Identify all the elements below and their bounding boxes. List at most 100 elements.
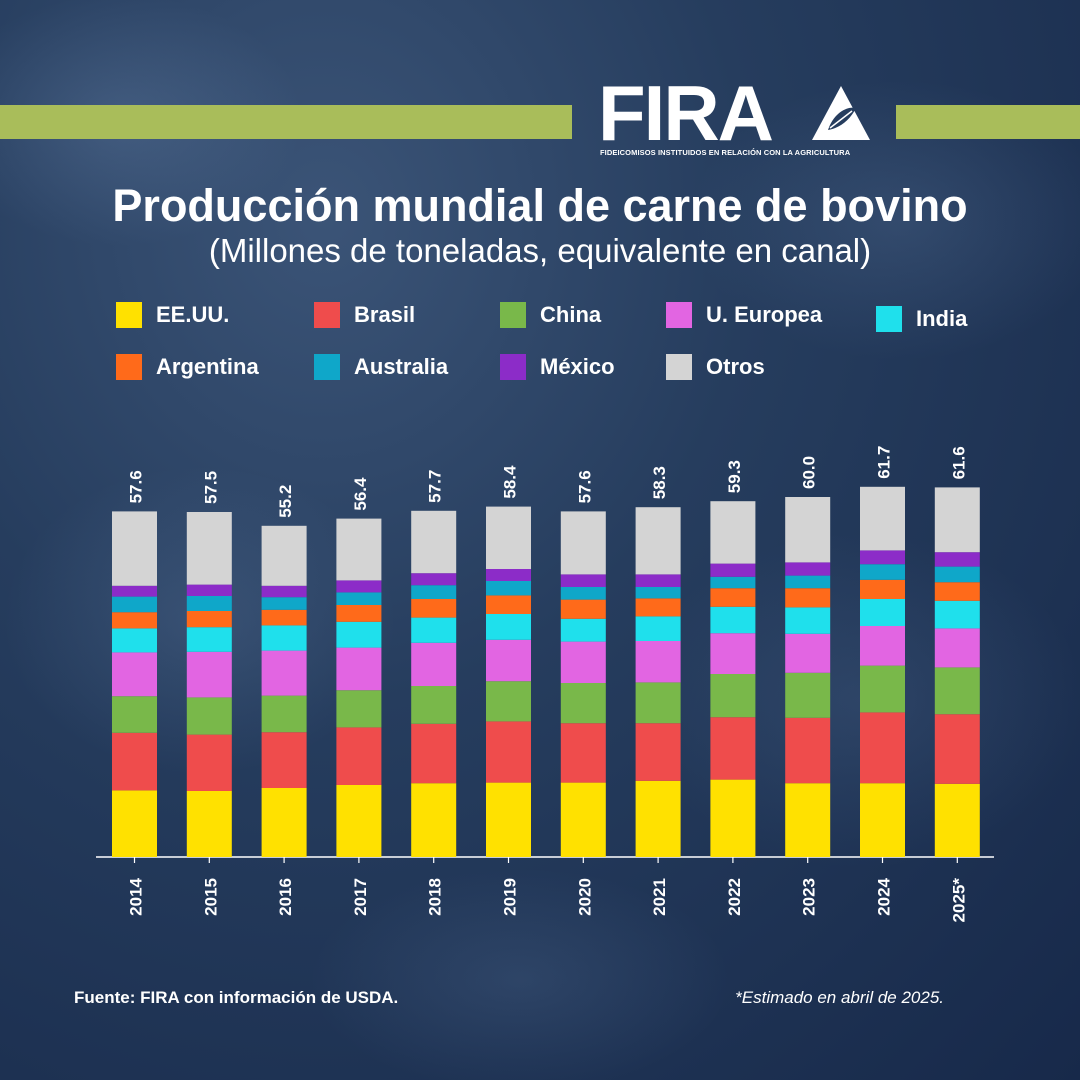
bar-segment-australia: [560, 587, 606, 600]
bar-segment-india: [635, 616, 681, 641]
bar-segment-otros: [710, 501, 756, 564]
bar-segment-ee-uu-: [710, 779, 756, 857]
legend-label: México: [540, 354, 615, 379]
stacked-bar-chart: 57.6 2014 57.5 2015 55.2 2016 56.4 2017 57.7 2018…: [112, 446, 980, 916]
bar-segment-u-europea: [261, 650, 307, 696]
bar-segment-china: [486, 681, 531, 722]
bar-segment-u-europea: [785, 633, 831, 673]
x-tick-label: 2017: [351, 878, 370, 916]
legend-label: China: [540, 302, 602, 327]
legend-label: U. Europea: [706, 302, 823, 327]
bar-segment-argentina: [336, 605, 382, 622]
bar-segment-china: [785, 672, 831, 718]
bar-segment-u-europea: [934, 628, 980, 668]
bar-segment-brasil: [785, 717, 831, 784]
bar-segment-u-europea: [411, 642, 457, 686]
bar-segment-china: [934, 667, 980, 715]
bar-segment-argentina: [486, 595, 531, 614]
bar-segment-brasil: [411, 723, 457, 784]
legend-swatch: [500, 302, 526, 328]
x-tick-label: 2018: [426, 878, 445, 916]
total-label: 57.5: [201, 471, 220, 504]
legend-label: Argentina: [156, 354, 259, 379]
bar-segment-argentina: [710, 588, 756, 607]
legend-swatch: [116, 354, 142, 380]
logo-subtitle: FIDEICOMISOS INSTITUIDOS EN RELACIÓN CON…: [600, 148, 851, 157]
leaf-emblem-icon: [812, 86, 870, 140]
legend-swatch: [314, 354, 340, 380]
bar-segment-m-xico: [336, 580, 382, 593]
bar-segment-otros: [934, 487, 980, 553]
bar-segment-u-europea: [560, 641, 606, 683]
bar-segment-argentina: [411, 599, 457, 618]
bar-segment-brasil: [261, 732, 307, 788]
legend-swatch: [314, 302, 340, 328]
bar-segment-m-xico: [710, 563, 756, 577]
bar-segment-m-xico: [934, 552, 980, 567]
bar-segment-china: [112, 696, 157, 733]
total-label: 57.6: [127, 470, 146, 503]
x-tick-label: 2015: [201, 878, 220, 916]
bar-segment-india: [411, 617, 457, 643]
total-label: 57.6: [575, 470, 594, 503]
bar-segment-brasil: [112, 732, 157, 791]
bar-segment-australia: [336, 592, 382, 605]
bar-segment-china: [336, 690, 382, 728]
bar-segment-ee-uu-: [486, 782, 531, 857]
legend-item: México: [500, 354, 615, 380]
x-tick-label: 2024: [875, 877, 894, 915]
bar-segment-otros: [336, 518, 382, 581]
bar-segment-india: [934, 600, 980, 629]
bar-segment-australia: [486, 581, 531, 596]
bar-segment-china: [560, 683, 606, 724]
legend-swatch: [666, 302, 692, 328]
bar-segment-otros: [560, 511, 606, 575]
bar-segment-india: [710, 606, 756, 634]
legend-swatch: [116, 302, 142, 328]
bar-segment-otros: [186, 512, 232, 585]
total-label: 61.6: [949, 446, 968, 479]
bar-segment-ee-uu-: [785, 783, 831, 857]
legend-label: Australia: [354, 354, 449, 379]
bar-segment-argentina: [934, 582, 980, 601]
x-tick-label: 2014: [127, 877, 146, 915]
total-label: 55.2: [276, 485, 295, 518]
bar-segment-brasil: [560, 723, 606, 783]
x-tick-label: 2020: [575, 878, 594, 916]
legend-label: EE.UU.: [156, 302, 230, 327]
x-tick-label: 2016: [276, 878, 295, 916]
bar-segment-australia: [261, 597, 307, 610]
total-label: 58.4: [501, 465, 520, 499]
total-label: 57.7: [426, 470, 445, 503]
bar-segment-otros: [411, 510, 457, 574]
bar-segment-china: [635, 682, 681, 724]
bar-segment-brasil: [336, 727, 382, 785]
bar-segment-india: [112, 628, 157, 653]
bar-segment-u-europea: [186, 651, 232, 698]
bar-segment-m-xico: [261, 585, 307, 598]
bar-segment-otros: [635, 507, 681, 575]
bar-segment-m-xico: [411, 573, 457, 586]
total-label: 56.4: [351, 477, 370, 511]
bar-segment-argentina: [261, 609, 307, 626]
legend-swatch: [666, 354, 692, 380]
bar-segment-brasil: [486, 721, 531, 783]
chart-title: Producción mundial de carne de bovino: [112, 180, 968, 231]
legend-item: Australia: [314, 354, 448, 380]
bar-segment-australia: [112, 596, 157, 613]
bar-segment-ee-uu-: [560, 782, 606, 857]
legend-item: Argentina: [116, 354, 259, 380]
bar-segment-argentina: [785, 588, 831, 608]
legend-item: U. Europea: [666, 302, 822, 328]
bar-segment-u-europea: [635, 641, 681, 683]
bar-segment-argentina: [112, 612, 157, 629]
bar-segment-brasil: [860, 712, 905, 784]
legend-item: EE.UU.: [116, 302, 229, 328]
x-tick-label: 2023: [800, 878, 819, 916]
bar-segment-india: [860, 599, 905, 626]
bar-segment-otros: [112, 511, 157, 586]
bar-segment-ee-uu-: [860, 783, 905, 857]
x-tick-label: 2021: [650, 878, 669, 916]
bar-segment-ee-uu-: [934, 783, 980, 857]
bar-segment-ee-uu-: [261, 788, 307, 857]
